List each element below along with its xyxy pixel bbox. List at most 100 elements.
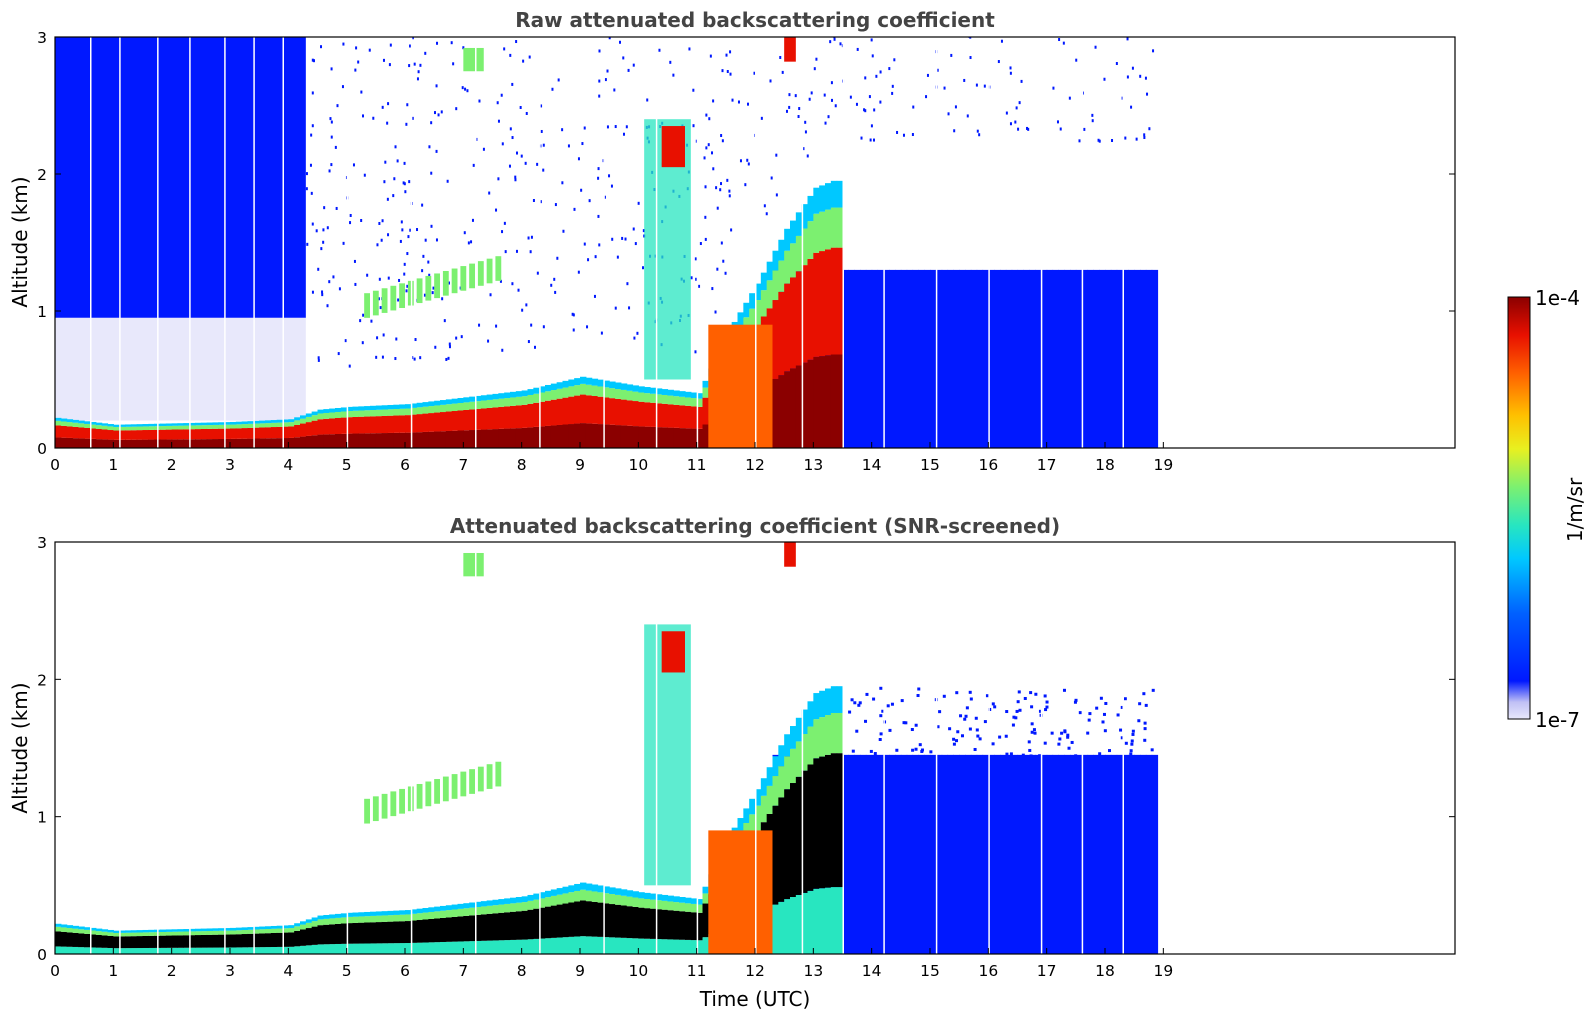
heatmap-cell bbox=[778, 260, 785, 292]
heatmap-cell bbox=[708, 830, 773, 954]
heatmap-cell bbox=[632, 891, 639, 898]
heatmap-cell bbox=[311, 58, 314, 62]
heatmap-cell bbox=[393, 177, 396, 181]
heatmap-cell bbox=[330, 163, 333, 167]
heatmap-cell bbox=[464, 87, 467, 91]
heatmap-cell bbox=[206, 931, 214, 935]
heatmap-cell bbox=[475, 429, 482, 448]
heatmap-cell bbox=[704, 215, 707, 219]
heatmap-cell bbox=[1129, 752, 1133, 756]
heatmap-cell bbox=[784, 542, 796, 567]
heatmap-cell bbox=[466, 89, 469, 93]
heatmap-cell bbox=[942, 694, 946, 698]
heatmap-cell bbox=[142, 935, 149, 948]
heatmap-cell bbox=[788, 105, 791, 109]
heatmap-cell bbox=[399, 283, 405, 308]
heatmap-cell bbox=[183, 423, 190, 426]
heatmap-cell bbox=[650, 899, 657, 909]
heatmap-cell bbox=[871, 269, 879, 448]
heatmap-cell bbox=[224, 422, 231, 425]
heatmap-cell bbox=[498, 940, 505, 954]
heatmap-cell bbox=[883, 269, 890, 448]
heatmap-cell bbox=[1098, 139, 1101, 143]
heatmap-cell bbox=[580, 188, 583, 192]
heatmap-cell bbox=[148, 947, 155, 954]
heatmap-cell bbox=[695, 277, 698, 281]
heatmap-cell bbox=[1052, 13, 1054, 16]
heatmap-cell bbox=[394, 357, 397, 361]
heatmap-cell bbox=[609, 904, 616, 938]
heatmap-cell bbox=[400, 220, 403, 224]
heatmap-cell bbox=[953, 129, 956, 133]
heatmap-cell bbox=[924, 754, 931, 954]
heatmap-cell bbox=[434, 431, 441, 448]
heatmap-cell bbox=[1093, 754, 1100, 954]
heatmap-cell bbox=[1108, 8, 1110, 11]
heatmap-cell bbox=[113, 948, 120, 954]
heatmap-cell bbox=[1143, 133, 1146, 137]
data-gap-line bbox=[696, 542, 699, 954]
heatmap-cell bbox=[445, 411, 453, 431]
heatmap-cell bbox=[72, 422, 79, 427]
heatmap-cell bbox=[165, 931, 173, 936]
heatmap-cell bbox=[935, 269, 943, 448]
heatmap-cell bbox=[60, 946, 68, 954]
heatmap-cell bbox=[410, 920, 418, 943]
heatmap-cell bbox=[509, 127, 512, 131]
heatmap-cell bbox=[352, 922, 359, 944]
heatmap-cell bbox=[515, 939, 523, 954]
data-gap-line bbox=[346, 542, 349, 954]
heatmap-cell bbox=[389, 43, 392, 47]
heatmap-cell bbox=[536, 162, 539, 166]
heatmap-cell bbox=[399, 921, 406, 944]
heatmap-cell bbox=[514, 175, 517, 179]
heatmap-cell bbox=[580, 394, 587, 424]
heatmap-cell bbox=[1126, 37, 1129, 41]
heatmap-cell bbox=[585, 423, 593, 448]
heatmap-cell bbox=[778, 745, 785, 767]
heatmap-cell bbox=[125, 936, 132, 949]
heatmap-cell bbox=[696, 899, 704, 905]
heatmap-cell bbox=[434, 412, 441, 432]
heatmap-cell bbox=[392, 194, 395, 198]
heatmap-cell bbox=[364, 410, 371, 417]
heatmap-cell bbox=[300, 423, 307, 437]
heatmap-cell bbox=[836, 887, 844, 954]
heatmap-cell bbox=[1027, 127, 1030, 131]
heatmap-cell bbox=[424, 238, 427, 242]
heatmap-cell bbox=[879, 70, 882, 74]
x-tick-label: 9 bbox=[575, 962, 585, 980]
heatmap-cell bbox=[403, 161, 406, 165]
heatmap-cell bbox=[1086, 731, 1090, 735]
heatmap-cell bbox=[300, 415, 307, 419]
heatmap-cell bbox=[300, 921, 307, 925]
heatmap-cell bbox=[702, 893, 709, 904]
heatmap-cell bbox=[848, 754, 855, 954]
heatmap-cell bbox=[825, 183, 832, 210]
heatmap-cell bbox=[829, 40, 832, 44]
heatmap-cell bbox=[450, 31, 452, 34]
heatmap-cell bbox=[55, 926, 62, 932]
heatmap-cell bbox=[434, 405, 441, 413]
heatmap-cell bbox=[364, 911, 371, 917]
heatmap-cell bbox=[171, 929, 179, 932]
heatmap-cell bbox=[416, 908, 424, 914]
heatmap-cell bbox=[136, 439, 144, 448]
heatmap-cell bbox=[311, 124, 314, 128]
heatmap-cell bbox=[597, 424, 604, 448]
heatmap-cell bbox=[445, 399, 453, 405]
heatmap-cell bbox=[864, 76, 867, 80]
heatmap-cell bbox=[381, 105, 384, 109]
x-tick-label: 7 bbox=[458, 456, 468, 474]
heatmap-cell bbox=[794, 94, 797, 98]
heatmap-cell bbox=[784, 371, 791, 448]
heatmap-cell bbox=[72, 946, 79, 954]
colorbar-unit-label: 1/m/sr bbox=[1563, 477, 1587, 542]
x-tick-label: 16 bbox=[978, 962, 998, 980]
heatmap-cell bbox=[177, 439, 184, 448]
heatmap-cell bbox=[148, 929, 155, 933]
heatmap-cell bbox=[556, 398, 564, 425]
panel-title: Attenuated backscattering coefficient (S… bbox=[450, 514, 1060, 538]
heatmap-cell bbox=[177, 947, 184, 954]
heatmap-cell bbox=[498, 899, 505, 905]
